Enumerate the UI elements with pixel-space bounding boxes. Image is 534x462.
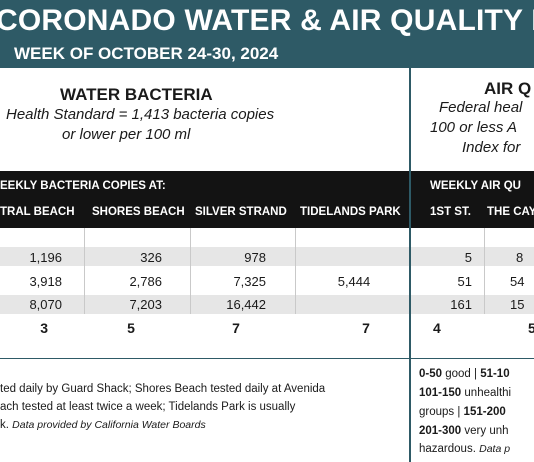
table-cell: 15 xyxy=(510,297,525,312)
col-header-central-beach: TRAL BEACH xyxy=(0,206,75,218)
water-note-line3: k. Data provided by California Water Boa… xyxy=(0,419,206,431)
section-divider xyxy=(0,358,534,359)
table-cell: 54 xyxy=(510,274,525,289)
water-note-line2: ach tested at least twice a week; Tidela… xyxy=(0,401,296,413)
table-cell: 7,203 xyxy=(129,297,162,312)
total-cell: 3 xyxy=(40,320,48,336)
col-header-1st-st: 1ST ST. xyxy=(430,206,471,218)
col-header-shores-beach: SHORES BEACH xyxy=(92,206,185,218)
table-cell: 161 xyxy=(450,297,472,312)
column-divider xyxy=(484,228,485,314)
air-section-title: AIR Q xyxy=(484,79,532,98)
table-cell: 5,444 xyxy=(337,274,371,289)
table-cell: 2,786 xyxy=(129,274,162,289)
water-bar-label: EEKLY BACTERIA COPIES AT: xyxy=(0,180,166,192)
table-cell: 51 xyxy=(457,274,472,289)
total-cell: 7 xyxy=(232,320,240,336)
table-row-shade xyxy=(0,295,534,314)
water-note-line1: ted daily by Guard Shack; Shores Beach t… xyxy=(0,383,326,395)
aqi-legend-line3: groups | 151-200 xyxy=(419,406,506,418)
table-cell: 8,070 xyxy=(29,297,62,312)
table-cell: 7,325 xyxy=(233,274,266,289)
page-title: CORONADO WATER & AIR QUALITY R xyxy=(0,4,534,37)
air-standard-line1: Federal heal xyxy=(439,99,523,116)
table-cell: 326 xyxy=(140,250,162,265)
col-header-the-cays: THE CAY xyxy=(487,206,534,218)
col-header-silver-strand: SILVER STRAND xyxy=(195,206,287,218)
water-standard-line2: or lower per 100 ml xyxy=(62,126,191,143)
table-cell: 16,442 xyxy=(226,297,266,312)
aqi-legend-line2: 101-150 unhealthi xyxy=(419,387,512,399)
col-header-tidelands-park: TIDELANDS PARK xyxy=(300,206,401,218)
aqi-legend-line4: 201-300 very unh xyxy=(419,425,509,437)
water-section-title: WATER BACTERIA xyxy=(60,85,213,104)
air-bar-label: WEEKLY AIR QU xyxy=(430,180,521,192)
air-standard-line2: 100 or less A xyxy=(430,119,517,136)
table-cell: 5 xyxy=(464,250,472,265)
total-cell: 4 xyxy=(433,320,441,336)
header-banner xyxy=(0,0,534,68)
week-label: WEEK OF OCTOBER 24-30, 2024 xyxy=(14,44,279,63)
water-standard-line1: Health Standard = 1,413 bacteria copies xyxy=(6,106,275,123)
total-cell: 5 xyxy=(127,320,135,336)
total-cell: 7 xyxy=(362,320,370,336)
table-cell: 3,918 xyxy=(29,274,62,289)
table-cell: 8 xyxy=(516,250,524,265)
table-row-shade xyxy=(0,247,534,266)
column-divider xyxy=(84,228,85,314)
column-header-bar xyxy=(0,171,534,228)
aqi-legend-line5: hazardous. Data p xyxy=(419,443,511,455)
total-cell: 5 xyxy=(528,320,534,336)
table-cell: 978 xyxy=(244,250,266,265)
column-divider xyxy=(295,228,296,314)
table-cell: 1,196 xyxy=(29,250,62,265)
section-vertical-divider xyxy=(409,68,411,462)
column-divider xyxy=(190,228,191,314)
air-standard-line3: Index for xyxy=(462,139,521,156)
aqi-legend-line1: 0-50 good | 51-10 xyxy=(419,368,510,380)
